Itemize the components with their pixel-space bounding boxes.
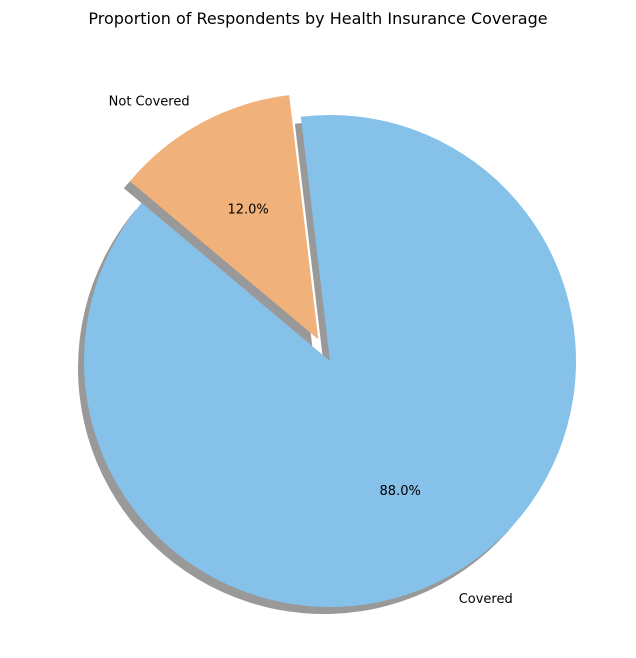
pie-slice-not-covered — [129, 95, 319, 340]
slice-percent-covered: 88.0% — [380, 484, 421, 499]
pie-slice-covered — [83, 115, 576, 608]
pie-label-layer: Covered 88.0% Not Covered 12.0% — [109, 94, 513, 607]
pie-slice-layer — [83, 95, 576, 608]
slice-label-not-covered: Not Covered — [109, 94, 190, 109]
slice-label-covered: Covered — [459, 592, 513, 607]
chart-title: Proportion of Respondents by Health Insu… — [88, 9, 547, 28]
slice-percent-not-covered: 12.0% — [227, 203, 268, 218]
